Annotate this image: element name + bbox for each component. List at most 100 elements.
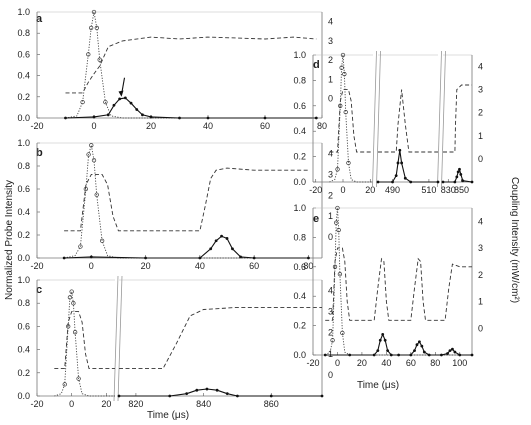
x-tick-label: -20 [306, 358, 319, 368]
probe-point [72, 330, 78, 335]
x-tick-label: 0 [91, 121, 96, 131]
retrieved-point [112, 103, 116, 107]
series-line-probe [329, 54, 373, 183]
retrieved-point [422, 350, 426, 354]
retrieved-point [236, 394, 239, 398]
retrieved-point [198, 256, 202, 260]
series-line-retrieved [65, 97, 317, 119]
axis-break-mark [372, 50, 381, 188]
x-tick-label: -20 [30, 261, 43, 271]
retrieved-point [455, 175, 459, 179]
retrieved-point [389, 353, 393, 357]
probe-point [340, 52, 346, 58]
axis-break-mark [113, 275, 123, 402]
x-tick-label: 20 [141, 261, 151, 271]
retrieved-point [427, 353, 431, 357]
x-tick-label: 0 [69, 399, 74, 409]
probe-point [86, 152, 91, 157]
y-tick-label: 0.0 [17, 391, 30, 401]
y-tick-label: 0.6 [293, 101, 306, 111]
x-tick-label: 510 [421, 185, 436, 195]
retrieved-point [436, 180, 440, 184]
retrieved-point [239, 255, 242, 259]
retrieved-point [396, 161, 400, 165]
retrieved-point [117, 394, 121, 398]
x-tick-label: 20 [101, 399, 111, 409]
x-tick-label: 0 [89, 261, 94, 271]
x-tick-label: 80 [317, 121, 327, 131]
y-tick-label: 0.0 [293, 177, 306, 187]
probe-point [76, 376, 81, 381]
retrieved-point [64, 116, 67, 120]
panel-b: b 0.0 0.2 0.4 0.6 0.8 1.0 0 1 2 3 4 -20 0 20 40 60 80 [17, 138, 333, 271]
y-right-tick-label: 0 [478, 323, 483, 333]
retrieved-point [451, 347, 454, 351]
retrieved-point [448, 349, 452, 352]
y-right-tick-label: 0 [328, 94, 333, 104]
retrieved-point [400, 161, 404, 165]
probe-point [334, 220, 339, 225]
retrieved-point [394, 174, 398, 178]
retrieved-point [263, 116, 267, 120]
probe-point [343, 109, 348, 115]
probe-point [62, 382, 67, 387]
y-tick-label: 0.6 [17, 49, 30, 59]
x-tick-label: -20 [30, 399, 43, 409]
series-line-probe [54, 291, 115, 397]
retrieved-point [206, 116, 210, 120]
retrieved-point [378, 338, 382, 342]
retrieved-point [415, 343, 419, 347]
x-tick-label: 60 [249, 261, 259, 271]
y-tick-label: 0.0 [293, 350, 306, 360]
x-tick-label: 820 [128, 399, 143, 409]
y-tick-label: 0.0 [17, 113, 30, 123]
panel-letter: b [36, 147, 43, 159]
probe-point [332, 264, 338, 269]
retrieved-point [214, 239, 218, 243]
y-tick-label: 0.6 [293, 262, 306, 272]
retrieved-point [149, 115, 153, 119]
y-right-tick-label: 3 [328, 169, 333, 179]
y-right-tick-label: 3 [478, 243, 483, 253]
y-right-tick-label: 1 [328, 74, 333, 84]
probe-point [91, 9, 97, 15]
retrieved-point [376, 349, 380, 352]
retrieved-point [225, 392, 229, 396]
retrieved-point [178, 116, 181, 120]
retrieved-point [453, 180, 457, 184]
retrieved-point [209, 247, 213, 251]
retrieved-point [215, 388, 219, 392]
y-right-tick-label: 0 [328, 232, 333, 242]
series-line-probe [64, 145, 309, 259]
panel-a: a 0.0 0.2 0.4 0.6 0.8 1.0 0 1 2 3 4 -20 0 20 40 60 80 [17, 7, 333, 131]
probe-point [340, 330, 345, 336]
retrieved-point [220, 234, 223, 238]
probe-point [67, 295, 73, 300]
x-tick-label: 40 [195, 261, 205, 271]
retrieved-point [470, 180, 474, 184]
probe-point [86, 52, 91, 57]
retrieved-point [106, 113, 110, 117]
retrieved-point [62, 256, 66, 260]
retrieved-point [381, 333, 385, 336]
x-tick-label: 40 [203, 121, 213, 131]
x-tick-label: -20 [30, 121, 43, 131]
y-right-tick-label: 1 [328, 211, 333, 221]
y-tick-label: 0.2 [17, 368, 30, 378]
y-tick-label: 0.6 [17, 321, 30, 331]
retrieved-point [386, 349, 390, 352]
xlabel-right: Time (μs) [357, 380, 399, 391]
retrieved-point [398, 148, 402, 152]
x-tick-label: 100 [452, 358, 467, 368]
y-right-tick-label: 3 [328, 307, 333, 317]
x-tick-label: 850 [454, 185, 469, 195]
y-right-tick-label: 2 [328, 55, 333, 65]
series-line-probe [324, 207, 472, 356]
retrieved-point [383, 338, 387, 342]
retrieved-point [252, 256, 256, 260]
y-tick-label: 0.2 [293, 152, 306, 162]
y-right-tick-label: 2 [478, 270, 483, 280]
x-tick-label: 80 [430, 358, 440, 368]
retrieved-point [420, 344, 424, 348]
probe-point [91, 158, 97, 163]
